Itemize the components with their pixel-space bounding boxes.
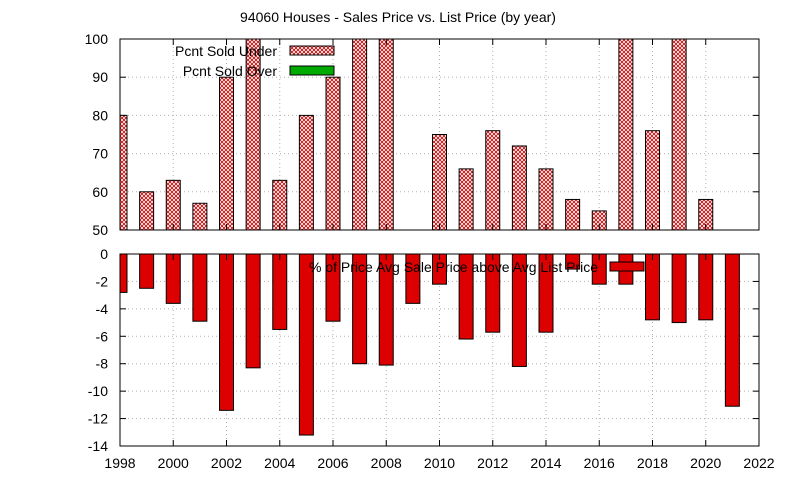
bar	[511, 145, 527, 231]
y-tick-label: -2	[96, 273, 109, 289]
x-tick-label: 2018	[637, 455, 668, 471]
y-tick-label: -10	[88, 383, 108, 399]
x-tick-label: 2006	[317, 455, 348, 471]
bar	[645, 253, 660, 321]
bar	[272, 179, 288, 231]
x-tick-label: 2010	[424, 455, 455, 471]
y-tick-label: 70	[92, 146, 108, 162]
bar	[458, 168, 474, 231]
legend-swatch	[289, 45, 335, 56]
y-tick-label: -14	[88, 438, 108, 454]
top-panel: 50 60 70 80 90 100 Pcnt Sold Under Pcnt Sold Ov…	[85, 31, 760, 238]
chart-title: 94060 Houses - Sales Price vs. List Pric…	[240, 9, 556, 25]
legend-swatch	[609, 261, 645, 272]
legend-label: Pcnt Sold Under	[175, 43, 277, 59]
bar	[165, 179, 181, 231]
y-tick-label: -12	[88, 411, 108, 427]
bar	[119, 114, 128, 231]
y-tick-label: 0	[100, 246, 108, 262]
y-tick-label: 90	[92, 69, 108, 85]
y-tick-label: 60	[92, 184, 108, 200]
bar	[298, 253, 314, 436]
bar	[538, 168, 554, 231]
bar	[245, 253, 261, 369]
bar	[645, 130, 660, 231]
bar	[671, 253, 687, 324]
y-tick-label: -6	[96, 328, 109, 344]
x-tick-label: 2000	[158, 455, 189, 471]
legend: Pcnt Sold Under Pcnt Sold Over	[175, 43, 335, 79]
x-tick-label: 2004	[264, 455, 295, 471]
bar	[165, 253, 181, 304]
bar	[325, 76, 341, 231]
plot-frame	[119, 38, 760, 231]
legend: % of Price Avg Sale Price above Avg List…	[309, 259, 645, 275]
x-tick-label: 2020	[690, 455, 721, 471]
bar	[378, 38, 394, 231]
bar	[724, 253, 740, 407]
bar	[485, 130, 501, 231]
bar	[219, 253, 234, 411]
bar	[272, 253, 288, 330]
y-tick-label: 50	[92, 222, 108, 238]
x-tick-label: 1998	[104, 455, 135, 471]
plot-frame	[119, 253, 760, 447]
bar	[119, 253, 128, 293]
bar	[671, 38, 687, 231]
y-tick-label: -4	[96, 301, 109, 317]
x-tick-label: 2016	[584, 455, 615, 471]
legend-label: Pcnt Sold Over	[183, 63, 277, 79]
x-tick-label: 2008	[371, 455, 402, 471]
bar	[139, 191, 155, 231]
legend-label: % of Price Avg Sale Price above Avg List…	[309, 259, 598, 275]
y-tick-label: -8	[96, 356, 109, 372]
bar	[139, 253, 155, 289]
bar	[192, 253, 208, 322]
bar	[618, 38, 634, 231]
legend-swatch	[289, 65, 335, 76]
y-tick-label: 80	[92, 107, 108, 123]
x-tick-label: 2014	[530, 455, 561, 471]
bar	[565, 198, 581, 231]
x-tick-label: 2002	[211, 455, 242, 471]
bar	[432, 134, 447, 231]
bar	[298, 114, 314, 231]
bar	[219, 76, 234, 231]
bar	[192, 202, 208, 231]
bar	[352, 38, 368, 231]
bar	[698, 253, 714, 321]
x-tick-label: 2012	[477, 455, 508, 471]
x-tick-label: 2022	[743, 455, 774, 471]
y-tick-label: 100	[85, 31, 109, 47]
